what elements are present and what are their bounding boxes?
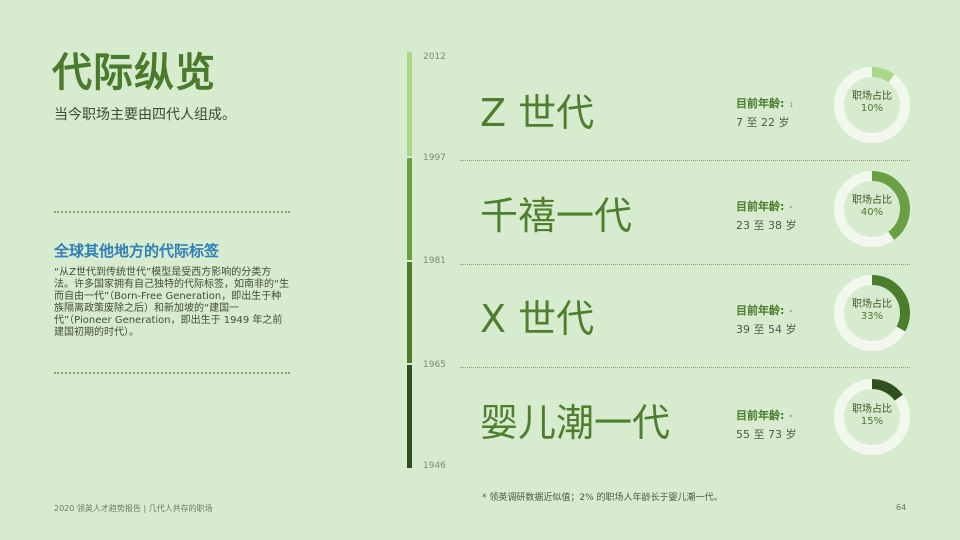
sidebar-heading: 全球其他地方的代际标签 xyxy=(54,242,220,260)
ring-percent: 33% xyxy=(860,311,884,322)
year-label: 2012 xyxy=(423,52,446,62)
sidebar-body: “从Z世代到传统世代”模型是受西方影响的分类方法。许多国家拥有自己独特的代际标签… xyxy=(54,267,290,338)
year-label: 1981 xyxy=(423,256,446,266)
donut-ring-millennial xyxy=(834,171,910,247)
age-label: 目前年龄: xyxy=(736,304,785,317)
ring-label: 职场占比 xyxy=(852,404,892,415)
footnote-marker: * xyxy=(789,414,793,421)
ring-label-genz: 职场占比10% xyxy=(842,91,902,115)
year-label: 1997 xyxy=(423,153,446,163)
age-range: 55 至 73 岁 xyxy=(736,428,797,441)
age-range: 7 至 22 岁 xyxy=(736,116,790,129)
footnote-marker: * xyxy=(789,205,793,212)
ring-percent: 40% xyxy=(860,207,884,218)
row-divider xyxy=(460,264,910,265)
age-label: 目前年龄: xyxy=(736,97,785,110)
ring-label-millennial: 职场占比40% xyxy=(842,195,902,219)
ring-share-arc xyxy=(834,171,910,247)
age-label: 目前年龄: xyxy=(736,200,785,213)
ring-percent: 10% xyxy=(860,103,884,114)
donut-ring-genz xyxy=(834,67,910,143)
generation-name-genz: Z 世代 xyxy=(480,91,595,135)
donut-ring-genx xyxy=(834,275,910,351)
generation-name-millennial: 千禧一代 xyxy=(480,194,633,238)
generation-name-genx: X 世代 xyxy=(480,297,595,341)
year-label: 1965 xyxy=(423,360,446,370)
timeline-segment-genx xyxy=(407,262,412,363)
divider-top xyxy=(54,211,290,213)
ring-label: 职场占比 xyxy=(852,299,892,310)
generation-name-boomer: 婴儿潮一代 xyxy=(480,401,671,445)
ring-label: 职场占比 xyxy=(852,195,892,206)
timeline-segment-millennial xyxy=(407,158,412,260)
footnote-marker: 1 xyxy=(789,102,794,109)
divider-bottom xyxy=(54,372,290,374)
age-range: 39 至 54 岁 xyxy=(736,323,797,336)
donut-ring-boomer xyxy=(834,379,910,455)
ring-label-genx: 职场占比33% xyxy=(842,299,902,323)
ring-label: 职场占比 xyxy=(852,91,892,102)
timeline-segment-boomer xyxy=(407,365,412,468)
timeline-segment-genz xyxy=(407,52,412,156)
year-label: 1946 xyxy=(423,461,446,471)
row-divider xyxy=(460,160,910,161)
age-range: 23 至 38 岁 xyxy=(736,219,797,232)
age-label: 目前年龄: xyxy=(736,409,785,422)
footnote-marker: * xyxy=(789,309,793,316)
page-subtitle: 当今职场主要由四代人组成。 xyxy=(54,107,236,123)
page-title: 代际纵览 xyxy=(52,50,216,96)
page-number: 64 xyxy=(896,503,907,512)
ring-share-arc xyxy=(834,67,910,143)
footnote: * 领英调研数据近似值；2% 的职场人年龄长于婴儿潮一代。 xyxy=(482,493,723,503)
row-divider xyxy=(460,367,910,368)
ring-percent: 15% xyxy=(860,416,884,427)
ring-share-arc xyxy=(834,275,910,351)
ring-label-boomer: 职场占比15% xyxy=(842,404,902,428)
footer-report-title: 2020 领英人才趋势报告 | 几代人共存的职场 xyxy=(54,504,213,513)
ring-share-arc xyxy=(834,379,910,455)
